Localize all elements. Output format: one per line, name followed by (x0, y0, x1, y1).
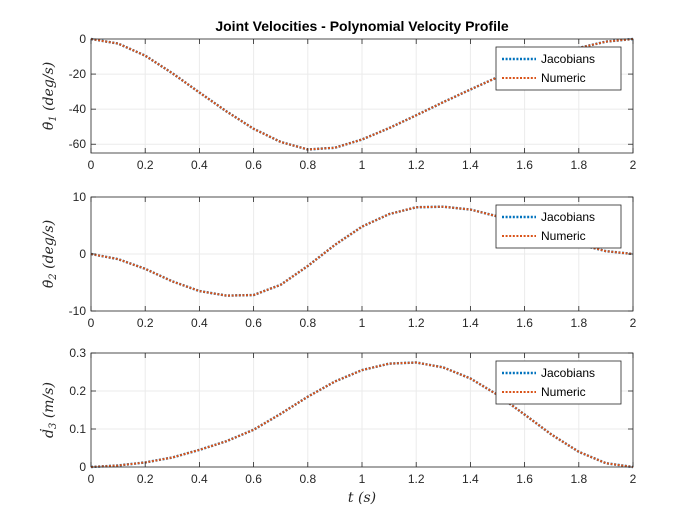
x-tick-label: 1.8 (570, 472, 587, 486)
x-tick-label: 0.8 (299, 158, 316, 172)
x-tick-label: 0 (88, 472, 95, 486)
legend-box (495, 46, 622, 91)
y-tick-label: -10 (69, 304, 87, 318)
legend-box (495, 204, 622, 249)
x-tick-label: 1.4 (462, 472, 479, 486)
y-tick-label: -20 (69, 67, 87, 81)
x-tick-label: 0.8 (299, 472, 316, 486)
subplot-3: 0 0.2 0.4 0.6 0.8 1 1.2 1.4 1.6 1.8 2 0.3 0.2 0.1 0 ḋ3 … (39, 346, 637, 506)
x-axis-label: t (s) (348, 490, 376, 506)
x-tick-label: 0.6 (245, 158, 262, 172)
y-axis-label: θ̇1 (deg/s) (41, 62, 59, 130)
x-tick-label: 1.6 (516, 472, 533, 486)
legend-label-numeric: Numeric (541, 385, 586, 399)
subplot-1: 0 0.2 0.4 0.6 0.8 1 1.2 1.4 1.6 1.8 2 0 -20 -40 -60 θ̇1… (41, 18, 637, 172)
x-tick-label: 0 (88, 158, 95, 172)
legend-label-jacobians: Jacobians (541, 52, 595, 66)
y-tick-label: 0 (79, 247, 86, 261)
x-tick-label: 1.8 (570, 158, 587, 172)
x-tick-label: 1.6 (516, 158, 533, 172)
x-tick-label: 1.4 (462, 316, 479, 330)
x-tick-label: 2 (630, 316, 637, 330)
x-tick-label: 0.4 (191, 472, 208, 486)
x-tick-label: 1.8 (570, 316, 587, 330)
x-tick-label: 0.2 (137, 158, 154, 172)
x-tick-label: 1.2 (408, 472, 425, 486)
x-tick-label: 1.6 (516, 316, 533, 330)
legend: Jacobians Numeric (495, 360, 622, 405)
chart-title: Joint Velocities - Polynomial Velocity P… (215, 18, 509, 34)
legend-box (495, 360, 622, 405)
x-tick-label: 0.2 (137, 316, 154, 330)
legend-label-numeric: Numeric (541, 229, 586, 243)
legend-label-jacobians: Jacobians (541, 366, 595, 380)
x-tick-label: 1 (359, 316, 366, 330)
x-tick-label: 0 (88, 316, 95, 330)
y-tick-label: 0 (79, 460, 86, 474)
y-tick-label: 0.3 (69, 346, 86, 360)
y-tick-label: 0.2 (69, 384, 86, 398)
series-line-numeric (90, 361, 634, 468)
x-tick-label: 1 (359, 472, 366, 486)
legend-label-jacobians: Jacobians (541, 210, 595, 224)
x-tick-label: 2 (630, 472, 637, 486)
x-tick-label: 0.4 (191, 316, 208, 330)
legend-label-numeric: Numeric (541, 71, 586, 85)
x-tick-label: 1.4 (462, 158, 479, 172)
x-tick-label: 1 (359, 158, 366, 172)
x-tick-label: 1.2 (408, 158, 425, 172)
y-tick-label: 0 (79, 32, 86, 46)
legend: Jacobians Numeric (495, 46, 622, 91)
y-axis-label: θ̇2 (deg/s) (41, 220, 59, 288)
x-tick-label: 0.8 (299, 316, 316, 330)
y-axis-label: ḋ3 (m/s) (39, 382, 59, 438)
legend: Jacobians Numeric (495, 204, 622, 249)
y-tick-label: 0.1 (69, 422, 86, 436)
y-tick-label: -60 (69, 137, 87, 151)
y-tick-label: 10 (73, 190, 87, 204)
x-tick-label: 0.6 (245, 316, 262, 330)
x-tick-label: 1.2 (408, 316, 425, 330)
x-tick-label: 2 (630, 158, 637, 172)
y-tick-label: -40 (69, 102, 87, 116)
x-tick-label: 0.4 (191, 158, 208, 172)
x-tick-label: 0.2 (137, 472, 154, 486)
x-tick-label: 0.6 (245, 472, 262, 486)
